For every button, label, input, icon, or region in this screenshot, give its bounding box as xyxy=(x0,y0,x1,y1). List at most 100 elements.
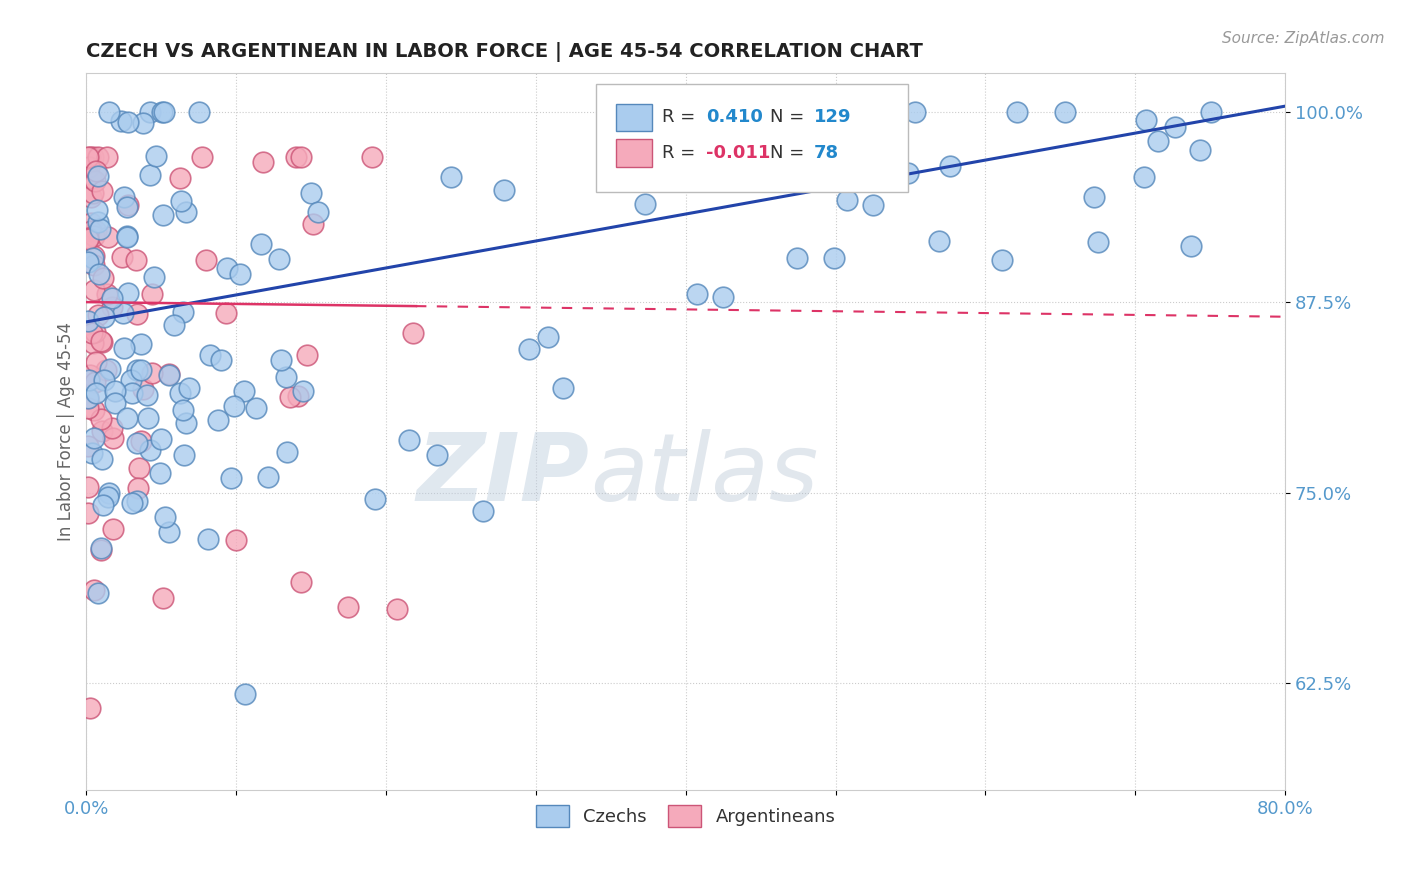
Point xyxy=(112,190,135,204)
Point xyxy=(127,436,149,450)
Text: Source: ZipAtlas.com: Source: ZipAtlas.com xyxy=(1222,31,1385,46)
Point xyxy=(129,337,152,351)
Point xyxy=(84,385,107,400)
Point xyxy=(79,701,101,715)
Point xyxy=(141,287,163,301)
Point xyxy=(837,193,859,207)
Text: R =: R = xyxy=(662,108,700,126)
Point xyxy=(115,229,138,244)
Point xyxy=(96,287,118,301)
Point xyxy=(82,251,104,265)
Text: N =: N = xyxy=(769,144,810,162)
Point xyxy=(93,310,115,324)
Point xyxy=(132,382,155,396)
Point xyxy=(87,150,110,164)
Point xyxy=(939,159,962,173)
Point xyxy=(83,283,105,297)
Point xyxy=(711,290,734,304)
Point xyxy=(111,250,134,264)
Point xyxy=(112,306,135,320)
Point xyxy=(83,375,105,389)
Point xyxy=(117,198,139,212)
Point xyxy=(696,104,718,119)
Point xyxy=(153,104,176,119)
Point xyxy=(76,231,98,245)
Point xyxy=(131,116,153,130)
Point xyxy=(177,381,200,395)
Point xyxy=(174,416,197,430)
Point xyxy=(98,486,121,500)
Point xyxy=(426,448,449,462)
Point xyxy=(197,532,219,546)
Point xyxy=(173,448,195,462)
Point xyxy=(96,150,118,164)
Point xyxy=(402,326,425,340)
Point xyxy=(169,385,191,400)
Point xyxy=(97,490,120,504)
Point xyxy=(90,335,112,350)
Point xyxy=(79,368,101,382)
Point xyxy=(93,373,115,387)
Point xyxy=(87,267,110,281)
Point xyxy=(83,228,105,243)
Point xyxy=(472,504,495,518)
Point xyxy=(117,230,139,244)
Point xyxy=(90,412,112,426)
Point xyxy=(172,305,194,319)
Point xyxy=(1199,104,1222,119)
Point xyxy=(1164,120,1187,134)
Point xyxy=(152,591,174,606)
Point xyxy=(439,169,461,184)
Point xyxy=(215,261,238,276)
Point xyxy=(117,285,139,300)
Point xyxy=(110,114,132,128)
Point xyxy=(104,396,127,410)
Point xyxy=(90,543,112,558)
Point xyxy=(1005,104,1028,119)
Point xyxy=(76,391,98,405)
Point xyxy=(1054,104,1077,119)
Text: N =: N = xyxy=(769,108,810,126)
Point xyxy=(80,224,103,238)
Point xyxy=(125,253,148,268)
Point xyxy=(117,115,139,129)
Point xyxy=(141,367,163,381)
Point xyxy=(136,410,159,425)
Point xyxy=(129,363,152,377)
Y-axis label: In Labor Force | Age 45-54: In Labor Force | Age 45-54 xyxy=(58,322,75,541)
Text: 78: 78 xyxy=(814,144,839,162)
Point xyxy=(605,104,627,119)
Point xyxy=(76,150,98,164)
Point xyxy=(115,200,138,214)
Point xyxy=(195,253,218,268)
Point xyxy=(82,335,104,350)
Point xyxy=(125,493,148,508)
Point xyxy=(90,541,112,556)
Legend: Czechs, Argentineans: Czechs, Argentineans xyxy=(529,798,842,835)
Point xyxy=(267,252,290,266)
Point xyxy=(233,384,256,398)
Point xyxy=(276,445,298,459)
Point xyxy=(84,224,107,238)
Point xyxy=(143,270,166,285)
Point xyxy=(80,326,103,340)
Point xyxy=(398,433,420,447)
Point xyxy=(364,492,387,507)
Point xyxy=(76,439,98,453)
Point xyxy=(634,197,657,211)
Point xyxy=(862,197,884,211)
Point xyxy=(87,215,110,229)
Point xyxy=(117,410,139,425)
Text: atlas: atlas xyxy=(589,429,818,520)
Point xyxy=(139,442,162,457)
Point xyxy=(128,460,150,475)
FancyBboxPatch shape xyxy=(596,84,907,192)
Point xyxy=(135,388,157,402)
Point xyxy=(1087,235,1109,249)
Point xyxy=(91,424,114,438)
Point xyxy=(82,446,104,460)
Point xyxy=(302,217,325,231)
Point xyxy=(172,403,194,417)
Point xyxy=(76,401,98,415)
Point xyxy=(517,342,540,356)
